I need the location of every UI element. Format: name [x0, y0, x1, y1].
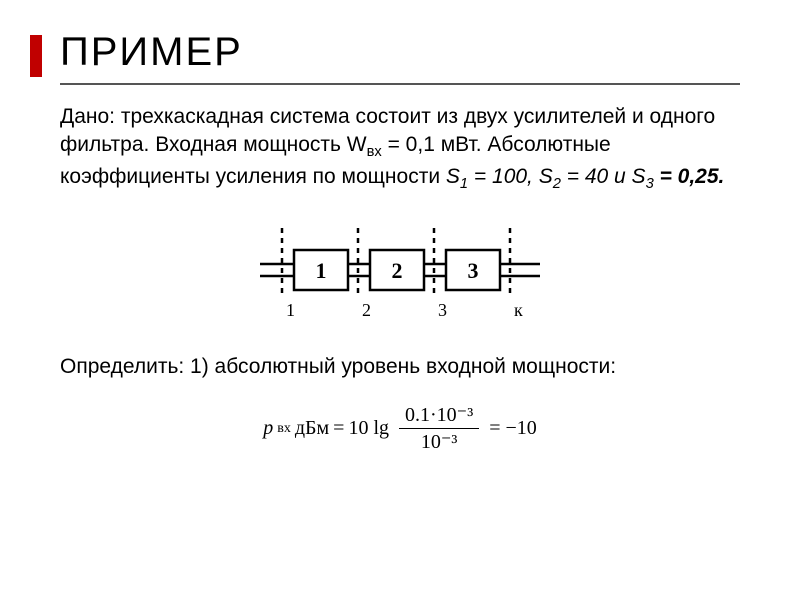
- var-s3: S: [632, 165, 646, 188]
- formula-lhs-var: p: [263, 417, 273, 440]
- accent-bar: [30, 35, 42, 77]
- title-underline: [60, 83, 740, 85]
- formula-numerator: 0.1·10⁻³: [399, 404, 479, 429]
- formula-result: = −10: [489, 417, 537, 440]
- formula-lhs-sub: вх: [277, 421, 291, 437]
- sub-s1: 1: [460, 177, 468, 193]
- svg-text:2: 2: [392, 258, 403, 283]
- val-s3: = 0,25.: [654, 165, 725, 188]
- svg-text:2: 2: [362, 300, 371, 320]
- slide-title: ПРИМЕР: [60, 30, 740, 75]
- question-text: Определить: 1) абсолютный уровень входно…: [60, 355, 740, 379]
- svg-text:3: 3: [438, 300, 447, 320]
- val-s2: = 40 и: [561, 165, 632, 188]
- val-s1: = 100,: [468, 165, 539, 188]
- formula-coef: 10 lg: [348, 417, 389, 440]
- cascade-diagram: 1 2 3 1 2 3 к: [250, 220, 550, 330]
- cascade-diagram-wrap: 1 2 3 1 2 3 к: [60, 220, 740, 335]
- svg-text:1: 1: [286, 300, 295, 320]
- formula-fraction: 0.1·10⁻³ 10⁻³: [399, 404, 479, 453]
- formula-denominator: 10⁻³: [415, 429, 464, 453]
- svg-text:к: к: [514, 300, 523, 320]
- sub-s2: 2: [553, 177, 561, 193]
- sub-s3: 3: [646, 177, 654, 193]
- var-s2: S: [539, 165, 553, 188]
- formula-unit-label: дБм: [295, 417, 329, 440]
- var-s1: S: [446, 165, 460, 188]
- svg-text:3: 3: [468, 258, 479, 283]
- formula: pвх дБм = 10 lg 0.1·10⁻³ 10⁻³ = −10: [60, 404, 740, 453]
- sub-vx: вх: [367, 145, 382, 161]
- problem-statement: Дано: трехкаскадная система состоит из д…: [60, 103, 740, 195]
- formula-eq1: =: [333, 417, 344, 440]
- svg-text:1: 1: [316, 258, 327, 283]
